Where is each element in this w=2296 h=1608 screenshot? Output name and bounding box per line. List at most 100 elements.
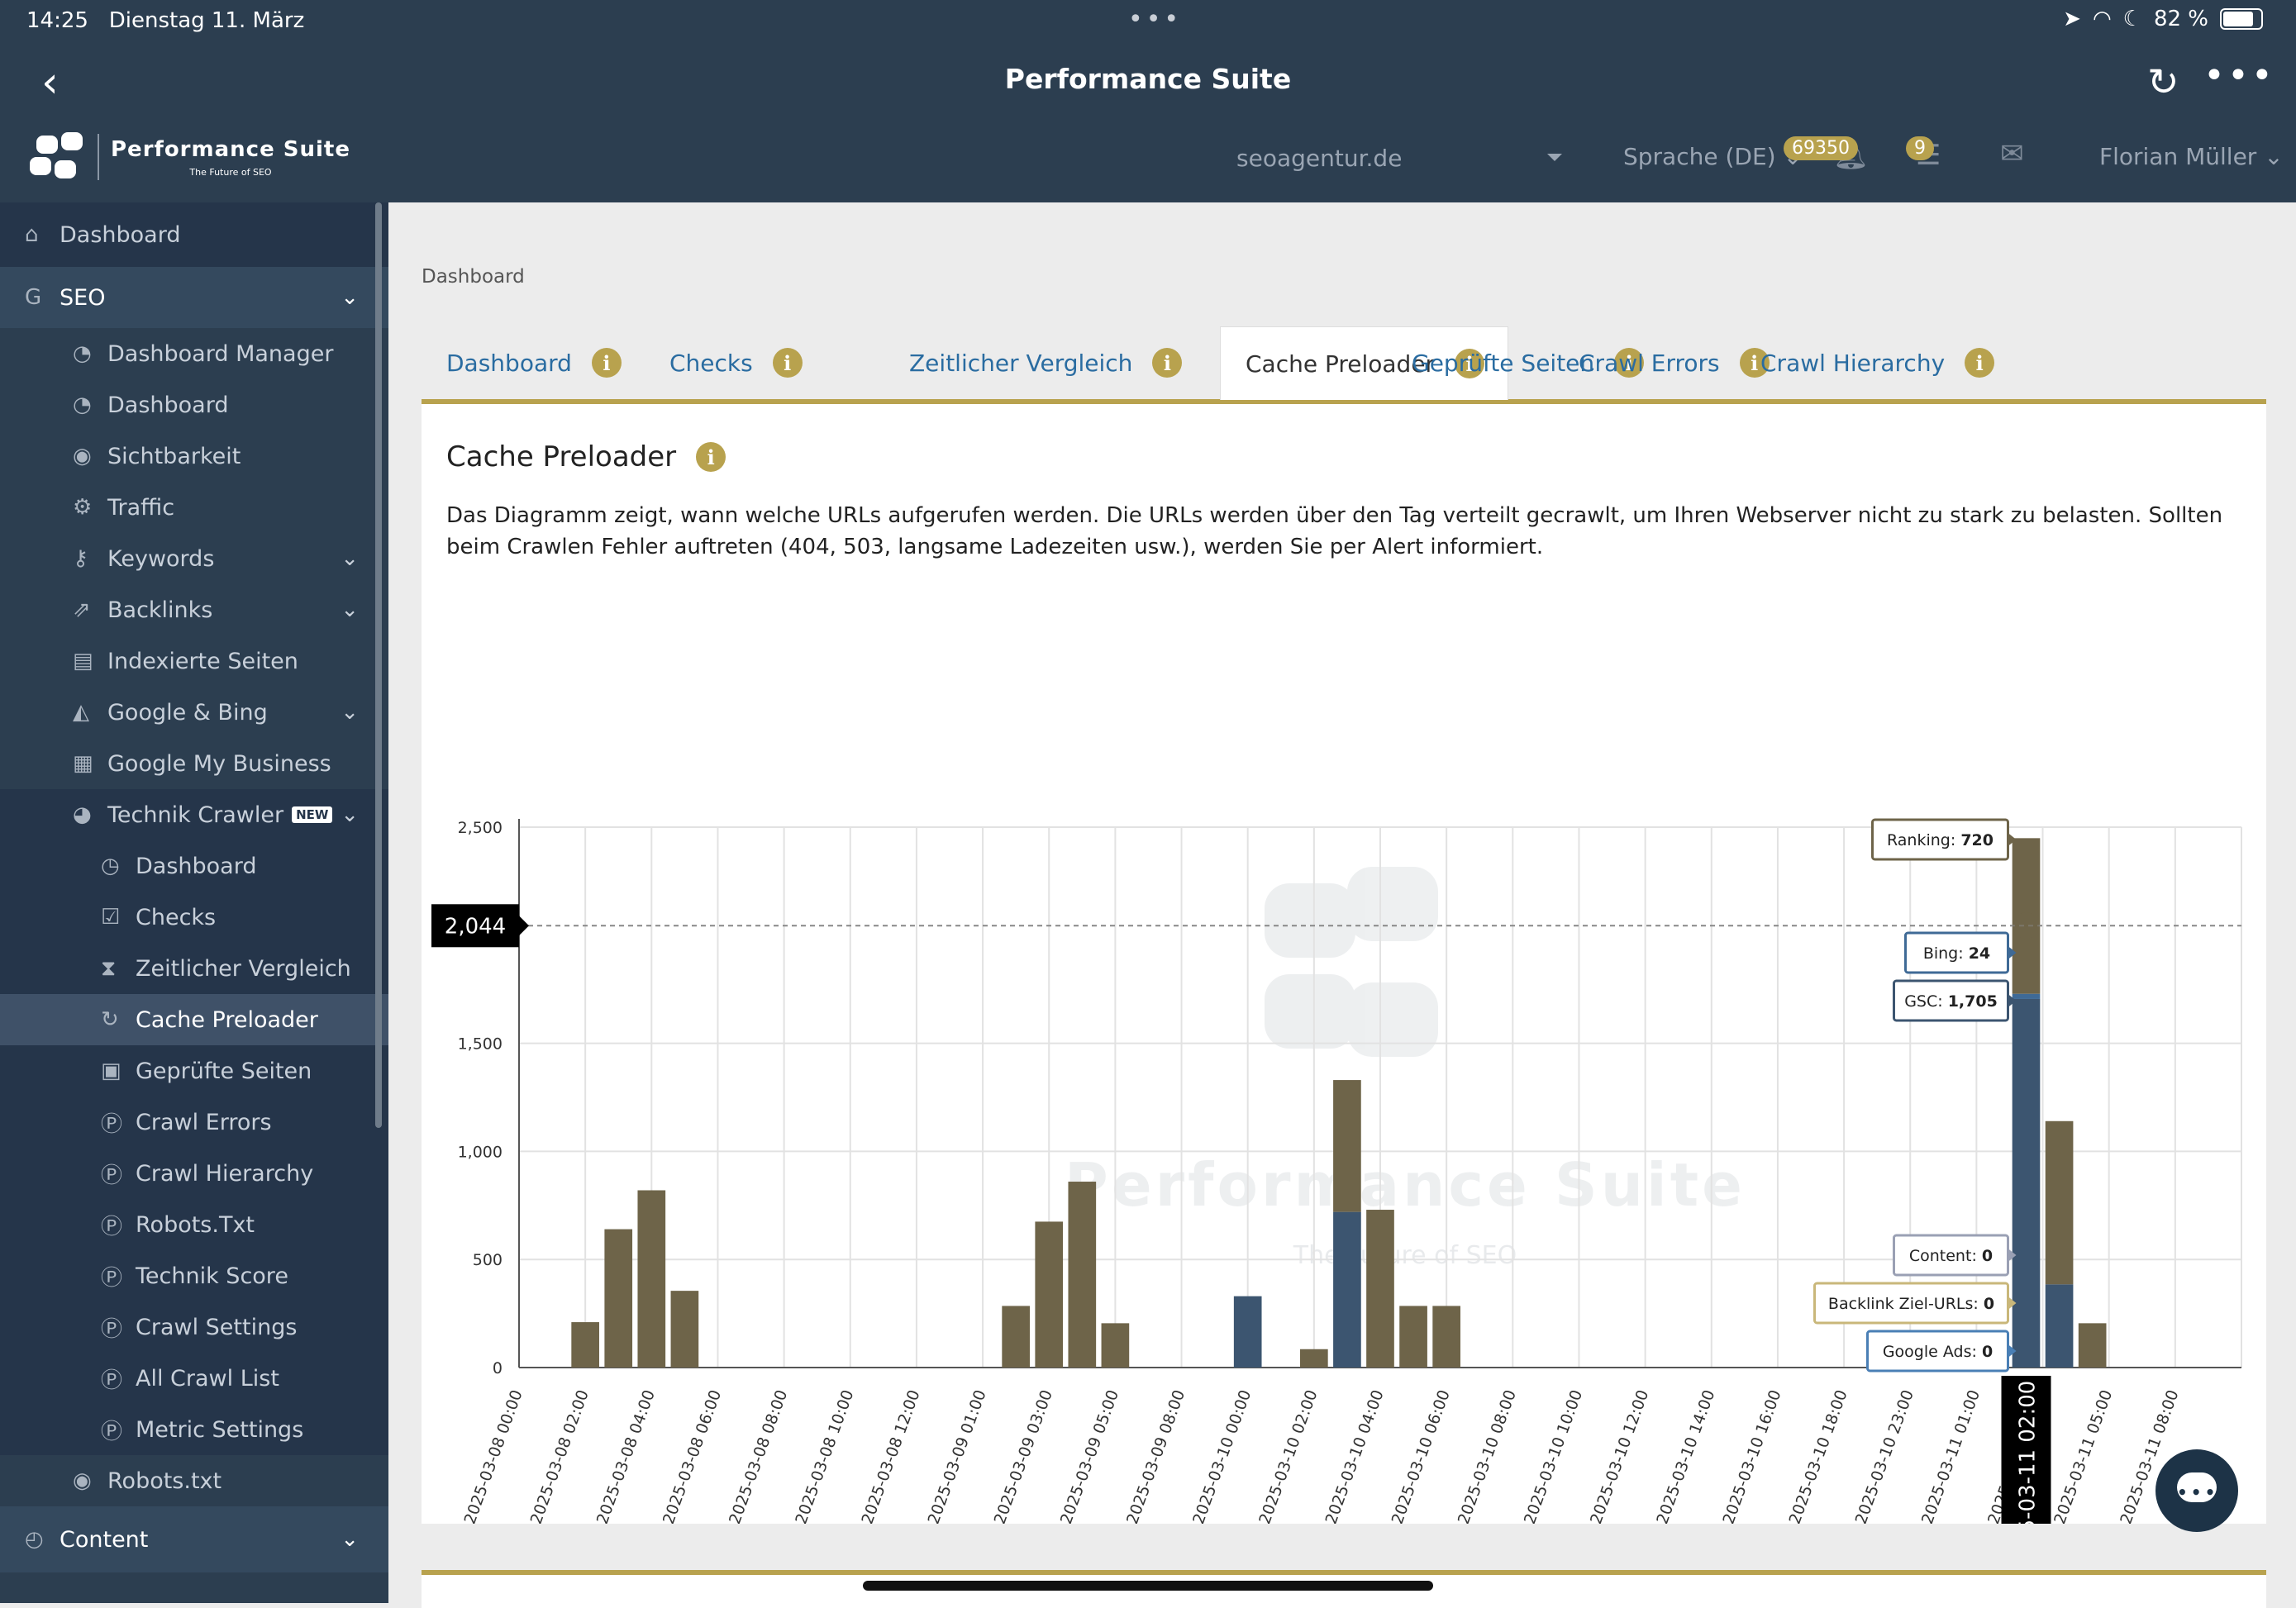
eye-icon: ◉ xyxy=(73,1468,92,1493)
info-icon[interactable]: i xyxy=(1455,349,1485,378)
sidebar-item-geprüfte-seiten[interactable]: ▣ Geprüfte Seiten xyxy=(0,1045,388,1097)
domain-select[interactable]: seoagentur.de xyxy=(1236,145,1403,172)
x-tick-label: 2025-03-10 10:00 xyxy=(1521,1387,1586,1524)
sidebar-item-label: Robots.Txt xyxy=(136,1211,255,1238)
info-icon[interactable]: i xyxy=(1739,348,1770,378)
sidebar-item-crawl-settings[interactable]: Ⓟ Crawl Settings xyxy=(0,1301,388,1353)
sidebar-scrollbar[interactable] xyxy=(375,202,382,1128)
home-icon: ⌂ xyxy=(25,222,39,247)
sidebar-item-all-crawl-list[interactable]: Ⓟ All Crawl List xyxy=(0,1353,388,1404)
watermark xyxy=(1265,867,1438,1057)
sidebar-item-sichtbarkeit[interactable]: ◉ Sichtbarkeit xyxy=(0,431,388,482)
sidebar-item-robots-txt[interactable]: ◉ Robots.txt xyxy=(0,1455,388,1506)
sidebar-item-label: Dashboard xyxy=(60,221,181,248)
info-icon[interactable]: i xyxy=(1965,348,1995,378)
sidebar-item-metric-settings[interactable]: Ⓟ Metric Settings xyxy=(0,1404,388,1455)
chevron-down-icon[interactable]: ⌄ xyxy=(341,285,359,310)
tab-label: Crawl Hierarchy xyxy=(1760,349,1946,377)
sidebar-item-google-bing[interactable]: ◭ Google & Bing ⌄ xyxy=(0,687,388,738)
language-select[interactable]: Sprache (DE) ⌄ xyxy=(1623,143,1803,170)
chevron-down-icon[interactable]: ⌄ xyxy=(341,802,359,827)
multitasking-dots-icon[interactable]: ••• xyxy=(1128,5,1183,34)
cache-preloader-panel: Cache Preloader i Das Diagramm zeigt, wa… xyxy=(422,404,2266,1524)
sidebar-item-backlinks[interactable]: ⇗ Backlinks ⌄ xyxy=(0,584,388,635)
sidebar-item-cache-preloader[interactable]: ↻ Cache Preloader xyxy=(0,994,388,1045)
tab-crawl-errors[interactable]: Crawl Errors i xyxy=(1554,326,1770,399)
sidebar-item-checks[interactable]: ☑ Checks xyxy=(0,892,388,943)
caret-down-icon[interactable] xyxy=(1547,154,1562,161)
sidebar-item-crawl-errors[interactable]: Ⓟ Crawl Errors xyxy=(0,1097,388,1148)
tab-zeitlicher-vergleich[interactable]: Zeitlicher Vergleich i xyxy=(884,326,1183,399)
status-bar-date: Dienstag 11. März xyxy=(108,8,305,33)
sidebar-item-dashboard[interactable]: ◔ Dashboard xyxy=(0,379,388,431)
user-menu[interactable]: Florian Müller ⌄ xyxy=(2099,143,2284,170)
bar-gsc xyxy=(1333,1211,1361,1368)
sidebar-item-indexierte-seiten[interactable]: ▤ Indexierte Seiten xyxy=(0,635,388,687)
tab-geprüfte-seiten[interactable]: Geprüfte Seiten i xyxy=(1387,326,1645,399)
reload-icon[interactable]: ↻ xyxy=(2147,59,2179,104)
bar-ranking xyxy=(571,1322,599,1368)
info-icon[interactable]: i xyxy=(696,442,726,472)
y-tick-label: 0 xyxy=(493,1359,503,1377)
info-icon[interactable]: i xyxy=(772,348,803,378)
tab-dashboard[interactable]: Dashboard i xyxy=(422,326,622,399)
back-button[interactable]: ‹ xyxy=(41,58,59,107)
tab-checks[interactable]: Checks i xyxy=(645,326,803,399)
chevron-down-icon[interactable]: ⌄ xyxy=(341,597,359,622)
x-tick-label: 2025-03-08 08:00 xyxy=(726,1387,791,1524)
more-options-icon[interactable]: ••• xyxy=(2203,55,2275,97)
info-icon[interactable]: i xyxy=(1152,348,1183,378)
sidebar-item-label: Zeitlicher Vergleich xyxy=(136,955,351,982)
sidebar-item-crawl-hierarchy[interactable]: Ⓟ Crawl Hierarchy xyxy=(0,1148,388,1199)
tab-label: Geprüfte Seiten xyxy=(1412,349,1595,377)
logo[interactable]: Performance Suite The Future of SEO xyxy=(30,132,350,182)
sidebar-item-label: Dashboard Manager xyxy=(107,340,334,367)
sidebar-item-dashboard[interactable]: ◷ Dashboard xyxy=(0,840,388,892)
sidebar: ⌂ Dashboard G SEO ⌄ ◔ Dashboard Manager ◔ Dashbo… xyxy=(0,202,388,1603)
sidebar-item-technik-score[interactable]: Ⓟ Technik Score xyxy=(0,1250,388,1301)
sidebar-item-dashboard[interactable]: ⌂ Dashboard xyxy=(0,202,388,267)
tab-crawl-hierarchy[interactable]: Crawl Hierarchy i xyxy=(1736,326,1995,399)
breadcrumb[interactable]: Dashboard xyxy=(422,266,525,288)
chevron-down-icon[interactable]: ⌄ xyxy=(341,1527,359,1552)
chevron-down-icon[interactable]: ⌄ xyxy=(341,546,359,571)
bar-ranking xyxy=(1432,1306,1460,1368)
bar-gsc xyxy=(2045,1284,2074,1368)
user-name: Florian Müller xyxy=(2099,143,2257,170)
sidebar-item-google-my-business[interactable]: ▦ Google My Business xyxy=(0,738,388,789)
x-tick-label: 2025-03-10 04:00 xyxy=(1322,1387,1387,1524)
cache-preloader-chart[interactable]: Performance Suite The Future of SEO 0 500 1,… xyxy=(422,404,2266,1524)
bar-ranking xyxy=(1333,1080,1361,1212)
sidebar-item-keywords[interactable]: ⚷ Keywords ⌄ xyxy=(0,533,388,584)
tab-label: Checks xyxy=(669,349,753,377)
chat-button[interactable] xyxy=(2155,1449,2238,1532)
dashboard-icon: ◔ xyxy=(73,341,92,366)
panel-title-text: Cache Preloader xyxy=(446,440,677,473)
home-indicator[interactable] xyxy=(863,1581,1433,1591)
logo-subtitle: The Future of SEO xyxy=(189,166,272,178)
sidebar-item-label: Google My Business xyxy=(107,750,331,777)
mail-icon[interactable]: ✉ xyxy=(2000,137,2024,170)
tab-cache-preloader[interactable]: Cache Preloader i xyxy=(1220,326,1509,400)
y-tick-label: 1,500 xyxy=(458,1035,503,1054)
sidebar-item-traffic[interactable]: ⚙ Traffic xyxy=(0,482,388,533)
sidebar-item-zeitlicher-vergleich[interactable]: ⧗ Zeitlicher Vergleich xyxy=(0,943,388,994)
dashboard-icon: ◔ xyxy=(73,392,92,417)
bar-ranking xyxy=(1101,1323,1130,1368)
sidebar-item-dashboard-manager[interactable]: ◔ Dashboard Manager xyxy=(0,328,388,379)
sidebar-item-seo[interactable]: G SEO ⌄ xyxy=(0,267,388,328)
sidebar-item-technik-crawler[interactable]: ◕ Technik Crawler NEW ⌄ xyxy=(0,789,388,840)
clock-icon: ◴ xyxy=(25,1527,44,1552)
check-square-icon: ☑ xyxy=(101,905,121,930)
chevron-down-icon[interactable]: ⌄ xyxy=(341,700,359,725)
info-icon[interactable]: i xyxy=(1614,348,1645,378)
info-icon[interactable]: i xyxy=(591,348,622,378)
sidebar-item-label: Robots.txt xyxy=(107,1468,222,1494)
sidebar-item-robots-txt[interactable]: Ⓟ Robots.Txt xyxy=(0,1199,388,1250)
p-circle-icon: Ⓟ xyxy=(101,1214,123,1239)
tooltip-pointer xyxy=(2008,1249,2017,1262)
logo-title: Performance Suite xyxy=(111,136,350,162)
sidebar-item-content[interactable]: ◴ Content ⌄ xyxy=(0,1506,388,1572)
bar-ranking xyxy=(1300,1349,1328,1368)
x-tick-label: 2025-03-10 02:00 xyxy=(1255,1387,1321,1524)
